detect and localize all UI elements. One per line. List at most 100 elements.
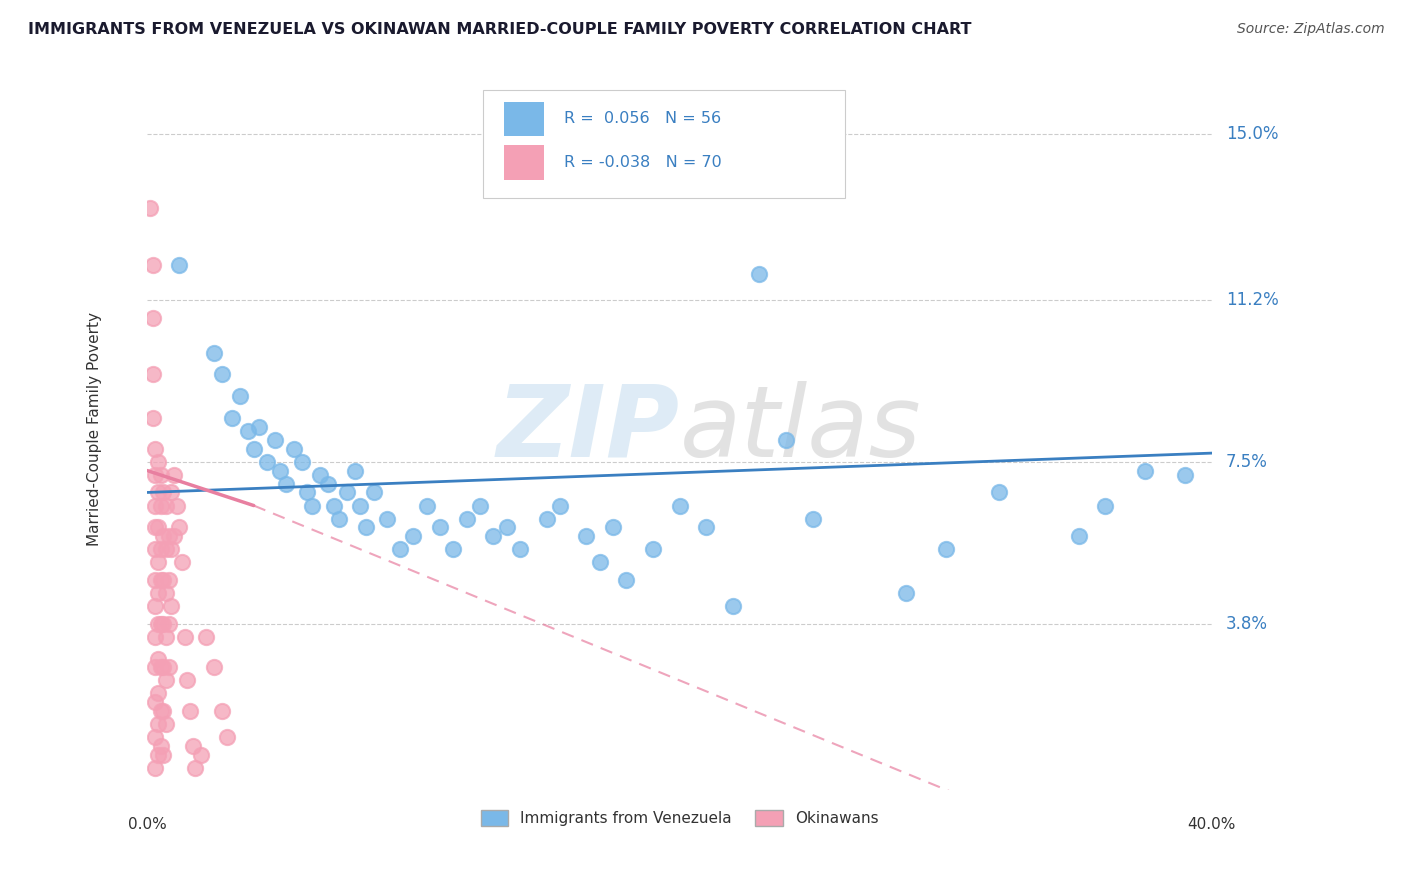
Point [217, 730, 239, 744]
Point [149, 467, 172, 482]
Point [194, 630, 217, 644]
Point [160, 599, 183, 613]
Point [181, 739, 204, 753]
Point [146, 485, 169, 500]
Point [264, 433, 287, 447]
Point [173, 630, 195, 644]
Point [152, 616, 174, 631]
Point [322, 499, 344, 513]
Point [211, 704, 233, 718]
Point [149, 573, 172, 587]
Text: ZIP: ZIP [496, 381, 679, 477]
Point [416, 499, 439, 513]
Point [283, 442, 305, 456]
Point [295, 485, 318, 500]
Point [143, 520, 166, 534]
Point [146, 747, 169, 762]
Point [456, 511, 478, 525]
Point [155, 630, 177, 644]
Text: atlas: atlas [679, 381, 921, 477]
Text: 0.0%: 0.0% [128, 817, 167, 832]
Point [146, 455, 169, 469]
Point [176, 673, 198, 688]
Text: 11.2%: 11.2% [1226, 291, 1278, 310]
Point [149, 704, 172, 718]
Point [441, 542, 464, 557]
Point [143, 630, 166, 644]
Point [149, 616, 172, 631]
Point [149, 739, 172, 753]
Point [155, 499, 177, 513]
Point [143, 761, 166, 775]
Point [142, 411, 165, 425]
Point [179, 704, 201, 718]
Text: R =  0.056   N = 56: R = 0.056 N = 56 [564, 112, 721, 127]
Point [389, 542, 412, 557]
Point [935, 542, 957, 557]
Point [495, 520, 517, 534]
Point [167, 258, 190, 272]
Point [509, 542, 531, 557]
FancyBboxPatch shape [503, 102, 544, 136]
Legend: Immigrants from Venezuela, Okinawans: Immigrants from Venezuela, Okinawans [475, 805, 884, 832]
Text: IMMIGRANTS FROM VENEZUELA VS OKINAWAN MARRIED-COUPLE FAMILY POVERTY CORRELATION : IMMIGRANTS FROM VENEZUELA VS OKINAWAN MA… [28, 22, 972, 37]
Point [468, 499, 491, 513]
Point [149, 499, 172, 513]
Point [894, 586, 917, 600]
Point [343, 464, 366, 478]
Point [143, 660, 166, 674]
Point [202, 660, 225, 674]
Point [184, 761, 207, 775]
Point [229, 389, 252, 403]
Point [152, 704, 174, 718]
Point [152, 747, 174, 762]
Point [775, 433, 797, 447]
Point [363, 485, 385, 500]
Point [309, 467, 332, 482]
Point [354, 520, 377, 534]
Point [146, 651, 169, 665]
Point [668, 499, 690, 513]
Point [152, 529, 174, 543]
FancyBboxPatch shape [482, 90, 845, 198]
Point [143, 695, 166, 709]
Point [142, 258, 165, 272]
Text: 3.8%: 3.8% [1226, 615, 1268, 632]
Text: Source: ZipAtlas.com: Source: ZipAtlas.com [1237, 22, 1385, 37]
Point [157, 660, 180, 674]
Point [143, 442, 166, 456]
Point [143, 573, 166, 587]
Point [256, 455, 278, 469]
Point [157, 616, 180, 631]
Text: 7.5%: 7.5% [1226, 453, 1268, 471]
Point [1135, 464, 1157, 478]
Point [202, 345, 225, 359]
Point [589, 555, 612, 569]
Point [152, 573, 174, 587]
Point [166, 499, 188, 513]
Point [695, 520, 717, 534]
Point [221, 411, 243, 425]
Point [155, 586, 177, 600]
Point [641, 542, 664, 557]
Point [242, 442, 264, 456]
Point [152, 660, 174, 674]
Point [146, 586, 169, 600]
Point [146, 616, 169, 631]
Point [163, 467, 186, 482]
Point [152, 485, 174, 500]
Point [269, 464, 291, 478]
Point [163, 529, 186, 543]
Point [142, 368, 165, 382]
Point [146, 555, 169, 569]
Point [748, 267, 770, 281]
Point [157, 529, 180, 543]
Point [987, 485, 1010, 500]
Point [301, 499, 323, 513]
Point [143, 467, 166, 482]
Point [155, 673, 177, 688]
Text: 40.0%: 40.0% [1188, 817, 1236, 832]
Point [190, 747, 212, 762]
Point [143, 542, 166, 557]
Point [149, 542, 172, 557]
